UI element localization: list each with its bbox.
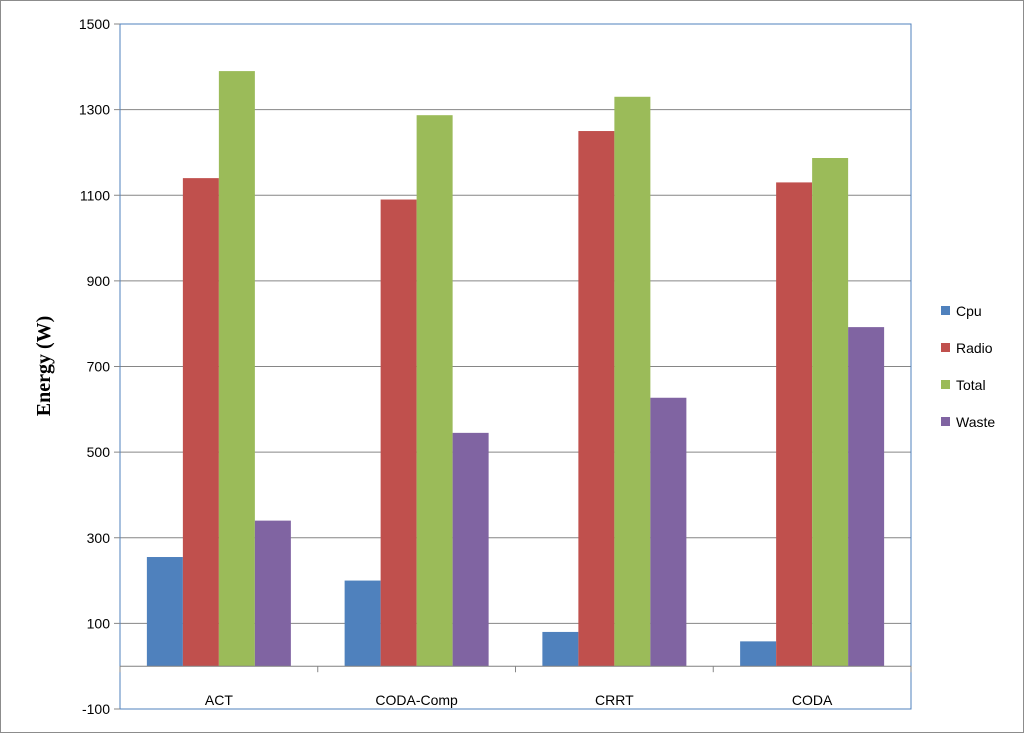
y-tick-label: 100 [87, 615, 111, 631]
y-tick-label: 1500 [79, 16, 110, 32]
x-category-label: CODA [792, 692, 833, 708]
y-axis-label: Energy (W) [33, 316, 55, 417]
y-axis-ticks: -100 100 300 500 700 900 1100 1300 1500 [79, 16, 120, 717]
bar-cpu-crrt [542, 631, 579, 667]
y-tick-label: 900 [87, 273, 111, 289]
bar-total-crrt [614, 96, 651, 667]
bar-total-coda [812, 158, 849, 667]
x-category-label: CODA-Comp [375, 692, 458, 708]
bar-cpu-act [146, 557, 183, 667]
bar-radio-coda [776, 182, 813, 667]
x-category-label: ACT [205, 692, 233, 708]
bar-radio-coda-comp [380, 199, 417, 667]
legend-swatch-total [941, 380, 950, 389]
y-tick-label: 1300 [79, 102, 110, 118]
legend-label-cpu: Cpu [956, 303, 982, 319]
bar-total-coda-comp [416, 115, 453, 667]
bar-cpu-coda-comp [344, 580, 381, 667]
legend-swatch-waste [941, 417, 950, 426]
legend-swatch-cpu [941, 306, 950, 315]
legend-label-waste: Waste [956, 414, 995, 430]
legend-label-radio: Radio [956, 340, 993, 356]
y-tick-label: 500 [87, 444, 111, 460]
bar-cpu-coda [740, 641, 777, 667]
bar-waste-crrt [650, 397, 687, 667]
bar-waste-coda [848, 327, 885, 667]
x-axis-ticks: ACT CODA-Comp CRRT CODA [119, 666, 912, 708]
legend-label-total: Total [956, 377, 986, 393]
bar-waste-coda-comp [452, 432, 489, 667]
bars [146, 71, 885, 667]
x-category-label: CRRT [595, 692, 634, 708]
y-tick-label: 700 [87, 359, 111, 375]
y-tick-label: 1100 [80, 187, 110, 203]
y-tick-label: 300 [87, 530, 111, 546]
bar-total-act [218, 71, 255, 667]
bar-waste-act [254, 520, 291, 667]
y-tick-label: -100 [82, 701, 110, 717]
legend: Cpu Radio Total Waste [941, 303, 995, 430]
legend-swatch-radio [941, 343, 950, 352]
bar-radio-act [182, 178, 219, 667]
bar-radio-crrt [578, 131, 615, 667]
